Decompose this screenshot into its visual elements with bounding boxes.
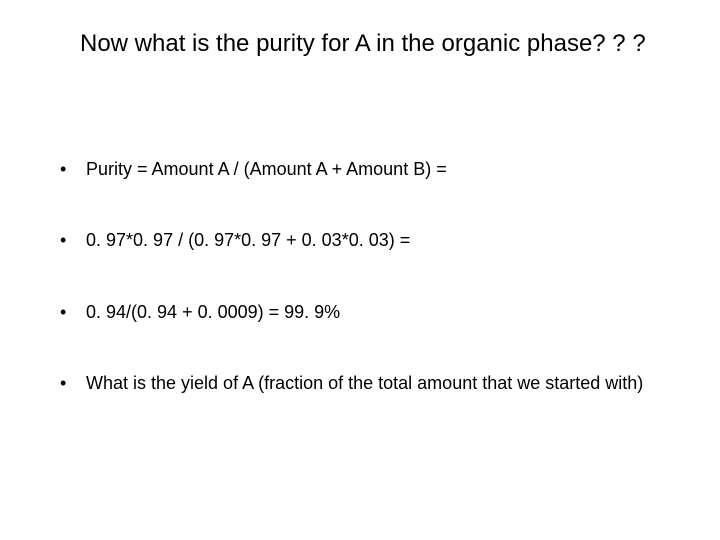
list-item: 0. 97*0. 97 / (0. 97*0. 97 + 0. 03*0. 03… (60, 229, 680, 252)
list-item: Purity = Amount A / (Amount A + Amount B… (60, 158, 680, 181)
list-item: What is the yield of A (fraction of the … (60, 372, 680, 395)
slide-title: Now what is the purity for A in the orga… (80, 30, 680, 58)
slide-container: Now what is the purity for A in the orga… (0, 0, 720, 540)
bullet-list: Purity = Amount A / (Amount A + Amount B… (60, 158, 680, 396)
list-item: 0. 94/(0. 94 + 0. 0009) = 99. 9% (60, 301, 680, 324)
